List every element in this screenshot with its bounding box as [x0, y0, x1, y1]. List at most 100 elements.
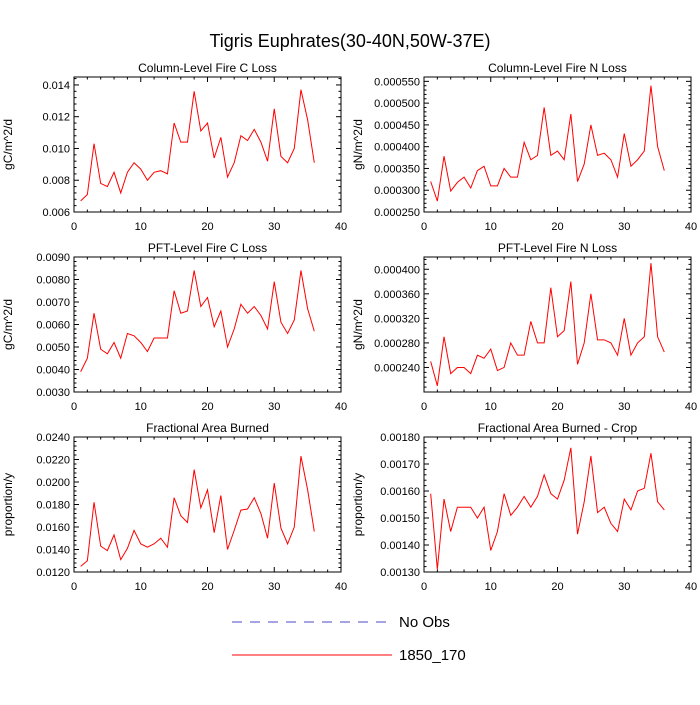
panel-title: Column-Level Fire C Loss	[138, 61, 277, 75]
panel-title: Fractional Area Burned	[146, 421, 269, 435]
y-tick-label: 0.0060	[36, 320, 70, 332]
panel-1: Column-Level Fire C Loss gC/m^2/d 0 10 20 30 4…	[1, 61, 347, 233]
x-tick-label: 20	[551, 581, 563, 593]
y-tick-label: 0.0180	[36, 500, 70, 512]
series-line-1850-170	[430, 263, 665, 386]
x-tick-label: 30	[618, 401, 630, 413]
legend-label-1850-170: 1850_170	[399, 647, 466, 664]
x-tick-label: 10	[485, 581, 497, 593]
legend: No Obs 1850_170	[232, 614, 466, 664]
series-line-1850-170	[80, 89, 315, 202]
y-tick-label: 0.0050	[36, 342, 70, 354]
panels: Column-Level Fire C Loss gC/m^2/d 0 10 20 30 4…	[1, 61, 697, 593]
y-tick-label: 0.00180	[380, 432, 420, 444]
y-axis-label: gN/m^2/d	[351, 299, 365, 350]
panel-title: Fractional Area Burned - Crop	[478, 421, 638, 435]
figure-title: Tigris Euphrates(30-40N,50W-37E)	[209, 31, 490, 51]
y-tick-label: 0.00150	[380, 513, 420, 525]
x-tick-label: 30	[268, 401, 280, 413]
panel-title: Column-Level Fire N Loss	[488, 61, 627, 75]
x-tick-label: 40	[335, 401, 347, 413]
plot-frame	[73, 256, 342, 393]
x-tick-label: 0	[71, 581, 77, 593]
x-tick-label: 40	[335, 221, 347, 233]
plot-frame	[73, 76, 342, 213]
panel-title: PFT-Level Fire N Loss	[498, 241, 617, 255]
series-line-1850-170	[430, 447, 665, 570]
panel-6: Fractional Area Burned - Crop proportion/…	[351, 421, 697, 593]
x-tick-label: 10	[135, 401, 147, 413]
y-tick-label: 0.0140	[36, 545, 70, 557]
y-axis-label: gN/m^2/d	[351, 119, 365, 170]
y-tick-label: 0.012	[42, 112, 70, 124]
x-tick-label: 20	[201, 221, 213, 233]
x-tick-label: 40	[685, 581, 697, 593]
y-tick-label: 0.00170	[380, 459, 420, 471]
y-tick-label: 0.000280	[374, 338, 420, 350]
y-tick-label: 0.000450	[374, 120, 420, 132]
x-tick-label: 0	[421, 581, 427, 593]
series-line-1850-170	[430, 85, 665, 202]
legend-item-1850-170: 1850_170	[232, 647, 466, 664]
y-tick-label: 0.014	[42, 80, 70, 92]
y-tick-label: 0.0200	[36, 477, 70, 489]
x-tick-label: 0	[421, 221, 427, 233]
y-axis-label: proportion/y	[351, 473, 365, 536]
x-tick-label: 10	[485, 221, 497, 233]
x-tick-label: 0	[71, 401, 77, 413]
x-tick-label: 10	[485, 401, 497, 413]
x-tick-label: 20	[551, 401, 563, 413]
x-tick-label: 40	[335, 581, 347, 593]
plot-frame	[423, 256, 692, 393]
y-tick-label: 0.00140	[380, 540, 420, 552]
y-tick-label: 0.000250	[374, 207, 420, 219]
y-tick-label: 0.0240	[36, 432, 70, 444]
y-tick-label: 0.0220	[36, 455, 70, 467]
x-tick-label: 0	[71, 221, 77, 233]
x-tick-label: 30	[268, 581, 280, 593]
series-line-1850-170	[80, 270, 315, 372]
panel-3: PFT-Level Fire C Loss gC/m^2/d 0 10 20 30 40 0.…	[1, 241, 347, 413]
y-tick-label: 0.010	[42, 143, 70, 155]
x-tick-label: 40	[685, 401, 697, 413]
y-tick-label: 0.000350	[374, 163, 420, 175]
y-tick-label: 0.006	[42, 207, 70, 219]
y-tick-label: 0.0120	[36, 567, 70, 579]
x-tick-label: 20	[201, 401, 213, 413]
y-tick-label: 0.0040	[36, 365, 70, 377]
y-tick-label: 0.000500	[374, 98, 420, 110]
x-tick-label: 10	[135, 221, 147, 233]
y-axis-label: proportion/y	[1, 473, 15, 536]
x-tick-label: 20	[201, 581, 213, 593]
y-tick-label: 0.00130	[380, 567, 420, 579]
y-tick-label: 0.00160	[380, 486, 420, 498]
y-tick-label: 0.008	[42, 175, 70, 187]
panel-5: Fractional Area Burned proportion/y 0 10 20 3…	[1, 421, 347, 593]
panel-2: Column-Level Fire N Loss gN/m^2/d 0 10 20 30 4…	[351, 61, 697, 233]
x-tick-label: 30	[268, 221, 280, 233]
legend-item-no-obs: No Obs	[232, 614, 450, 631]
x-tick-label: 0	[421, 401, 427, 413]
y-tick-label: 0.000400	[374, 142, 420, 154]
y-tick-label: 0.000300	[374, 185, 420, 197]
y-tick-label: 0.000320	[374, 313, 420, 325]
y-tick-label: 0.000400	[374, 264, 420, 276]
legend-label-no-obs: No Obs	[399, 614, 450, 631]
y-tick-label: 0.0030	[36, 387, 70, 399]
y-tick-label: 0.000360	[374, 289, 420, 301]
y-tick-label: 0.0090	[36, 252, 70, 264]
y-axis-label: gC/m^2/d	[1, 119, 15, 170]
y-axis-label: gC/m^2/d	[1, 299, 15, 350]
y-tick-label: 0.0080	[36, 275, 70, 287]
x-tick-label: 10	[135, 581, 147, 593]
x-tick-label: 30	[618, 581, 630, 593]
y-tick-label: 0.0070	[36, 297, 70, 309]
x-tick-label: 30	[618, 221, 630, 233]
x-tick-label: 40	[685, 221, 697, 233]
y-tick-label: 0.000240	[374, 362, 420, 374]
plot-frame	[423, 76, 692, 213]
y-tick-label: 0.0160	[36, 522, 70, 534]
plot-frame	[423, 436, 692, 573]
